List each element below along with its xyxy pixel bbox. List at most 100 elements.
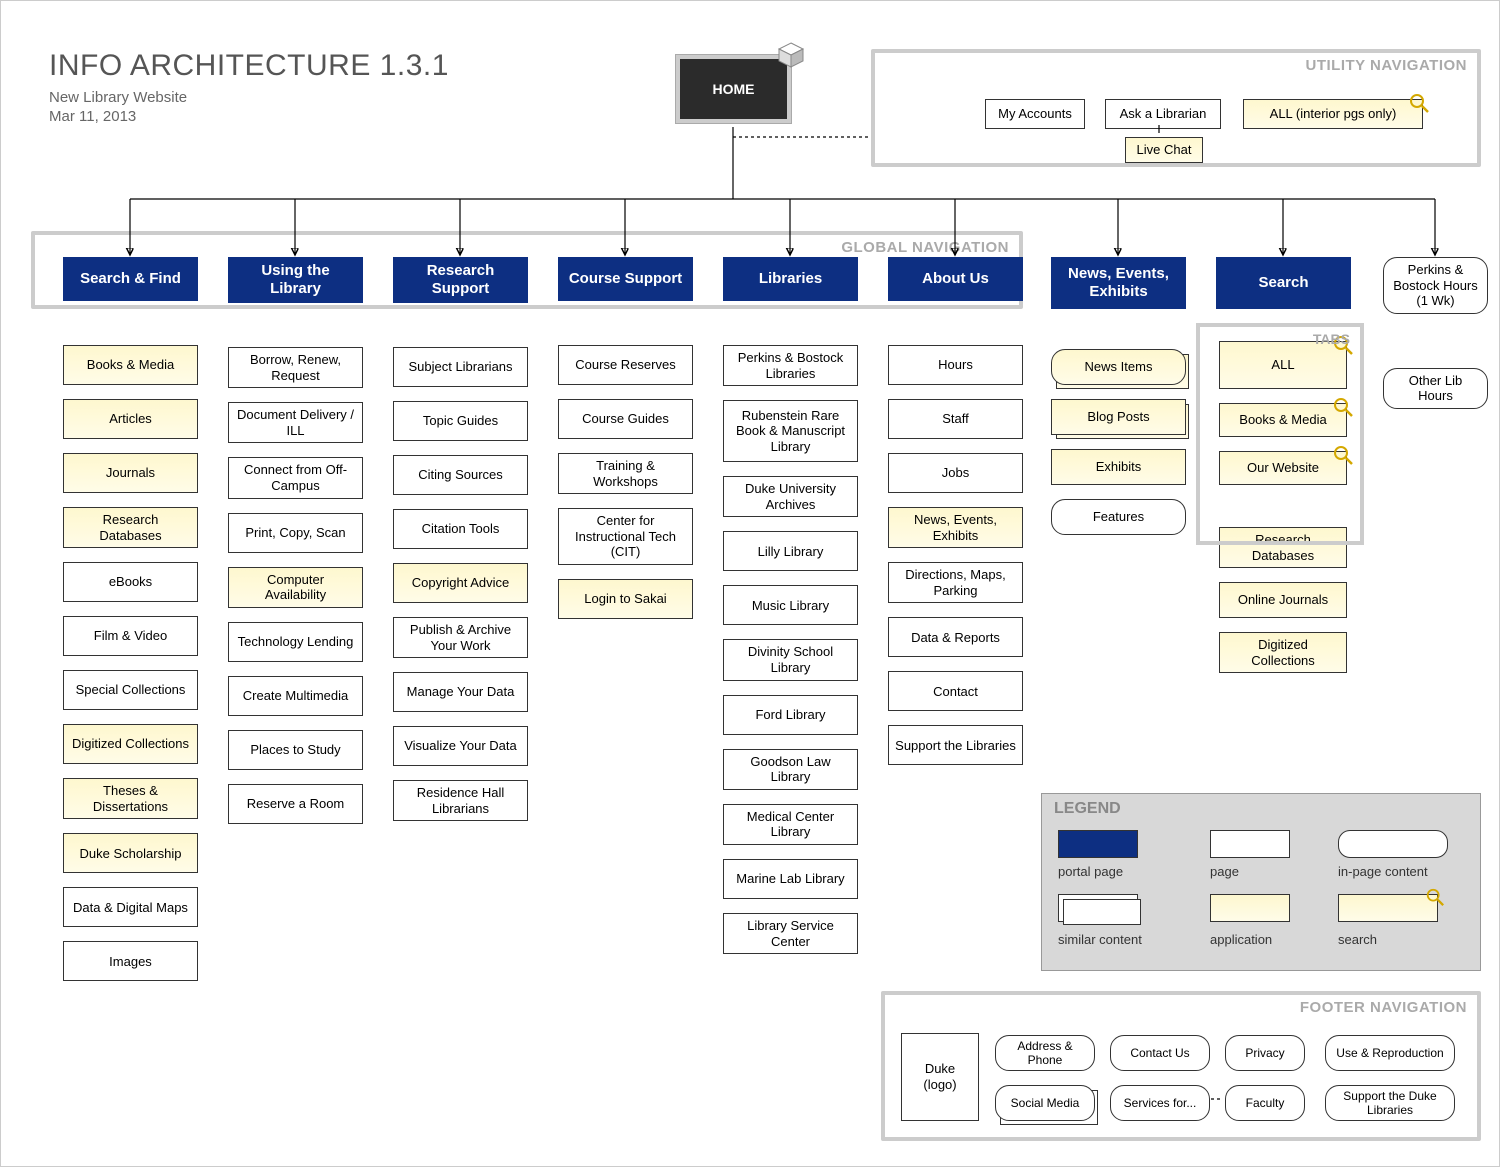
portal-header: Using the Library <box>228 257 363 303</box>
global-col-4: Libraries Perkins & Bostock Libraries Rube… <box>723 257 858 968</box>
legend-label: LEGEND <box>1054 800 1121 818</box>
nav-item: Center for Instructional Tech (CIT) <box>558 508 693 565</box>
nav-item: Film & Video <box>63 616 198 656</box>
legend-lbl-page: page <box>1210 864 1239 879</box>
footer-logo: Duke (logo) <box>901 1033 979 1121</box>
tabs-label: TABS <box>1313 331 1350 347</box>
home-label: HOME <box>713 81 755 97</box>
utility-nav-panel: UTILITY NAVIGATION My Accounts Ask a Lib… <box>871 49 1481 167</box>
nav-item: Print, Copy, Scan <box>228 513 363 553</box>
nav-item: Digitized Collections <box>63 724 198 764</box>
nav-item: Document Delivery / ILL <box>228 402 363 443</box>
nav-item: Login to Sakai <box>558 579 693 619</box>
extra-item: Other Lib Hours <box>1383 368 1488 409</box>
nav-item: Copyright Advice <box>393 563 528 603</box>
global-nav-label: GLOBAL NAVIGATION <box>841 239 1009 256</box>
nav-item: Rubenstein Rare Book & Manuscript Librar… <box>723 400 858 462</box>
nav-item: Places to Study <box>228 730 363 770</box>
cube-icon <box>777 41 805 69</box>
nav-item: Training & Workshops <box>558 453 693 494</box>
footer-item: Faculty <box>1225 1085 1305 1121</box>
utility-item-all: ALL (interior pgs only) <box>1243 99 1423 129</box>
extra-col-0: News, Events, ExhibitsNews ItemsBlog Pos… <box>1051 257 1186 549</box>
legend-lbl-app: application <box>1210 932 1272 947</box>
extra-col-2: Perkins & Bostock Hours (1 Wk) Other Lib … <box>1383 257 1488 423</box>
nav-item: Music Library <box>723 585 858 625</box>
portal-header: Search & Find <box>63 257 198 301</box>
nav-item: Citing Sources <box>393 455 528 495</box>
extra-item: Online Journals <box>1219 582 1347 618</box>
tabs-panel: TABS <box>1196 323 1364 545</box>
nav-item: Divinity School Library <box>723 639 858 680</box>
nav-item: Topic Guides <box>393 401 528 441</box>
nav-item: Visualize Your Data <box>393 726 528 766</box>
legend-lbl-search: search <box>1338 932 1377 947</box>
portal-header: About Us <box>888 257 1023 301</box>
extra-item: News Items <box>1051 349 1186 385</box>
nav-item: Course Guides <box>558 399 693 439</box>
footer-item: Social Media <box>995 1085 1095 1121</box>
nav-item: Manage Your Data <box>393 672 528 712</box>
global-col-1: Using the Library Borrow, Renew, Request D… <box>228 257 363 838</box>
portal-header: Libraries <box>723 257 858 301</box>
nav-item: Data & Digital Maps <box>63 887 198 927</box>
footer-item: Privacy <box>1225 1035 1305 1071</box>
nav-item: Books & Media <box>63 345 198 385</box>
nav-item: Perkins & Bostock Libraries <box>723 345 858 386</box>
nav-item: Special Collections <box>63 670 198 710</box>
nav-item: Theses & Dissertations <box>63 778 198 819</box>
nav-item: Staff <box>888 399 1023 439</box>
extra-item: Blog Posts <box>1051 399 1186 435</box>
main-title: INFO ARCHITECTURE 1.3.1 <box>49 49 449 83</box>
portal-header: Research Support <box>393 257 528 303</box>
nav-item: Course Reserves <box>558 345 693 385</box>
nav-item: Support the Libraries <box>888 725 1023 765</box>
extra-item: Exhibits <box>1051 449 1186 485</box>
legend-swatch-page <box>1210 830 1290 858</box>
utility-item-asklibrarian: Ask a Librarian <box>1105 99 1221 129</box>
footer-item: Contact Us <box>1110 1035 1210 1071</box>
legend-lbl-portal: portal page <box>1058 864 1123 879</box>
utility-item-livechat: Live Chat <box>1125 137 1203 163</box>
nav-item: Duke University Archives <box>723 476 858 517</box>
legend-lbl-pill: in-page content <box>1338 864 1428 879</box>
nav-item: eBooks <box>63 562 198 602</box>
nav-item: Jobs <box>888 453 1023 493</box>
extra-header: Search <box>1216 257 1351 309</box>
nav-item: Marine Lab Library <box>723 859 858 899</box>
footer-item: Services for... <box>1110 1085 1210 1121</box>
search-icon <box>1408 92 1430 114</box>
search-icon <box>1425 887 1445 907</box>
footer-nav-label: FOOTER NAVIGATION <box>1300 999 1467 1016</box>
legend-panel: LEGEND portal page page in-page content … <box>1041 793 1481 971</box>
nav-item: Duke Scholarship <box>63 833 198 873</box>
date: Mar 11, 2013 <box>49 108 449 125</box>
nav-item: Directions, Maps, Parking <box>888 562 1023 603</box>
utility-item-all-label: ALL (interior pgs only) <box>1270 106 1397 122</box>
footer-nav-panel: FOOTER NAVIGATION Duke (logo) Address & … <box>881 991 1481 1141</box>
nav-item: Residence Hall Librarians <box>393 780 528 821</box>
extra-header: Perkins & Bostock Hours (1 Wk) <box>1383 257 1488 314</box>
legend-lbl-stack: similar content <box>1058 932 1142 947</box>
nav-item: Images <box>63 941 198 981</box>
legend-swatch-stack <box>1058 894 1138 922</box>
footer-item: Address & Phone <box>995 1035 1095 1071</box>
nav-item: Goodson Law Library <box>723 749 858 790</box>
nav-item: Technology Lending <box>228 622 363 662</box>
legend-swatch-app <box>1210 894 1290 922</box>
nav-item: Articles <box>63 399 198 439</box>
title-block: INFO ARCHITECTURE 1.3.1 New Library Webs… <box>49 49 449 125</box>
nav-item: News, Events, Exhibits <box>888 507 1023 548</box>
legend-swatch-search <box>1338 894 1438 922</box>
nav-item: Data & Reports <box>888 617 1023 657</box>
legend-swatch-portal <box>1058 830 1138 858</box>
nav-item: Computer Availability <box>228 567 363 608</box>
global-col-2: Research SupportSubject LibrariansTopic … <box>393 257 528 835</box>
footer-item: Support the Duke Libraries <box>1325 1085 1455 1121</box>
nav-item: Hours <box>888 345 1023 385</box>
footer-item: Use & Reproduction <box>1325 1035 1455 1071</box>
nav-item: Borrow, Renew, Request <box>228 347 363 388</box>
global-col-5: About Us Hours Staff Jobs News, Events, Exhi… <box>888 257 1023 779</box>
legend-swatch-pill <box>1338 830 1448 858</box>
portal-header: Course Support <box>558 257 693 301</box>
